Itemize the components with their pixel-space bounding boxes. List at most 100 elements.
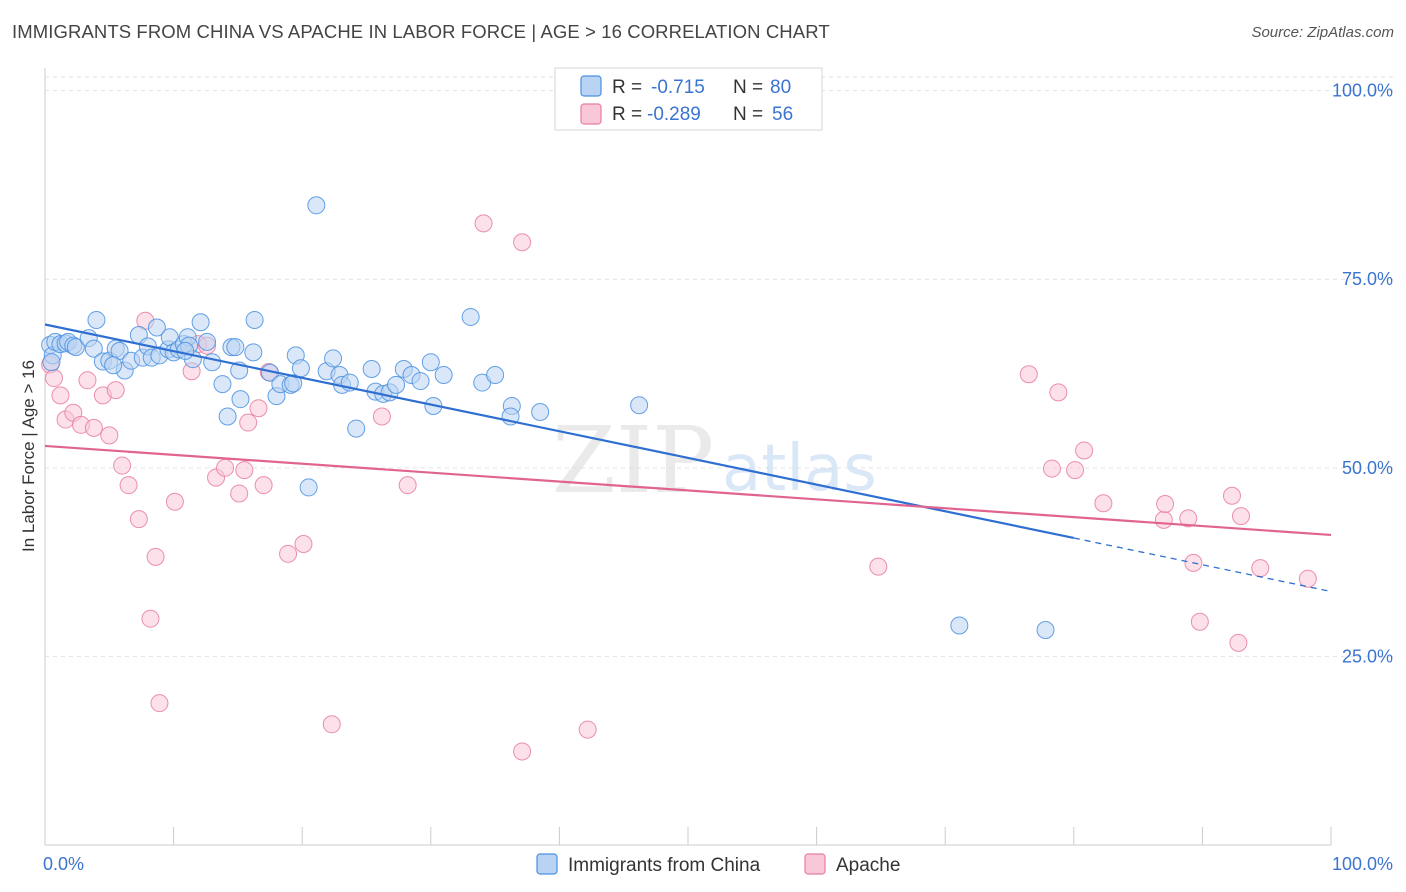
apache-data-point [1229, 633, 1248, 652]
apache-data-point [1075, 441, 1094, 460]
stats-n-value-apache: 56 [772, 104, 793, 125]
apache-data-point [1298, 569, 1317, 588]
apache-data-point [129, 510, 148, 529]
stats-r-value-china: -0.715 [651, 77, 705, 98]
apache-data-point [578, 720, 597, 739]
china-data-point [191, 313, 210, 332]
china-data-point [362, 359, 381, 378]
x-tick-label-max: 100.0% [1332, 854, 1393, 874]
apache-data-point [1179, 509, 1198, 528]
watermark-zip: ZIP [552, 407, 714, 514]
apache-data-point [230, 484, 249, 503]
china-data-point [213, 375, 232, 394]
china-data-point [387, 375, 406, 394]
apache-data-point [513, 233, 532, 252]
y-axis-tick-labels: 25.0% 50.0% 75.0% 100.0% [1332, 81, 1393, 667]
apache-trend-line [44, 444, 1332, 537]
bottom-legend: Immigrants from China Apache [536, 853, 900, 876]
china-data-point [203, 353, 222, 372]
apache-series-points [41, 214, 1317, 761]
china-data-point [434, 366, 453, 385]
china-data-point [244, 343, 263, 362]
y-tick-label: 25.0% [1342, 646, 1393, 666]
apache-data-point [322, 715, 341, 734]
china-data-point [950, 616, 969, 635]
china-data-point [176, 341, 195, 360]
china-data-point [198, 332, 217, 351]
stats-legend-swatch-apache [580, 103, 602, 125]
china-data-point [324, 349, 343, 368]
stats-legend-swatch-china [580, 75, 602, 97]
china-data-point [104, 356, 123, 375]
apache-data-point [279, 544, 298, 563]
apache-data-point [372, 407, 391, 426]
china-series-points [41, 196, 1055, 640]
china-data-point [231, 390, 250, 409]
y-tick-label: 75.0% [1342, 269, 1393, 289]
bottom-legend-label-apache: Apache [836, 855, 900, 876]
apache-data-point [216, 458, 235, 477]
apache-data-point [45, 369, 64, 388]
stats-n-value-china: 80 [770, 77, 791, 98]
bottom-legend-swatch-china [536, 853, 558, 875]
apache-data-point [100, 426, 119, 445]
apache-data-point [51, 386, 70, 405]
y-axis-title: In Labor Force | Age > 16 [19, 360, 38, 552]
apache-data-point [398, 476, 417, 495]
apache-data-point [1251, 559, 1270, 578]
china-data-point [291, 359, 310, 378]
y-tick-label: 50.0% [1342, 458, 1393, 478]
china-data-point [226, 338, 245, 357]
apache-data-point [1042, 459, 1061, 478]
source-credit: Source: ZipAtlas.com [1251, 24, 1394, 41]
stats-legend: R = -0.715 N = 80 R = -0.289 N = 56 [554, 67, 823, 131]
apache-data-point [1231, 507, 1250, 526]
apache-data-point [141, 609, 160, 628]
trend-lines [44, 323, 1332, 593]
china-trend-line [44, 323, 1075, 540]
china-data-point [630, 396, 649, 415]
apache-data-point [1066, 461, 1085, 480]
apache-data-point [119, 476, 138, 495]
y-tick-label: 100.0% [1332, 81, 1393, 101]
china-data-point [87, 310, 106, 329]
china-data-point [245, 310, 264, 329]
china-data-point [66, 338, 85, 357]
apache-data-point [294, 535, 313, 554]
apache-data-point [1156, 495, 1175, 514]
apache-data-point [249, 399, 268, 418]
china-data-point [42, 353, 61, 372]
china-data-point [1036, 621, 1055, 640]
china-data-point [218, 407, 237, 426]
china-data-point [299, 478, 318, 497]
apache-data-point [869, 557, 888, 576]
stats-n-label-china: N = [733, 77, 763, 98]
apache-data-point [150, 694, 169, 713]
stats-r-label-apache: R = [612, 104, 642, 125]
apache-data-point [165, 492, 184, 511]
china-data-point [411, 372, 430, 391]
china-data-point [421, 353, 440, 372]
apache-data-point [84, 418, 103, 437]
chart-title: IMMIGRANTS FROM CHINA VS APACHE IN LABOR… [12, 21, 830, 42]
stats-n-label-apache: N = [733, 104, 763, 125]
bottom-legend-swatch-apache [804, 853, 826, 875]
watermark: ZIP atlas [552, 407, 877, 514]
x-axis-ticks [44, 827, 1332, 845]
apache-data-point [78, 371, 97, 390]
china-data-point [84, 339, 103, 358]
stats-r-value-apache: -0.289 [647, 104, 701, 125]
apache-data-point [1019, 365, 1038, 384]
apache-data-point [1154, 510, 1173, 529]
apache-data-point [254, 476, 273, 495]
apache-data-point [1094, 494, 1113, 513]
apache-data-point [1222, 486, 1241, 505]
apache-data-point [235, 461, 254, 480]
stats-r-label-china: R = [612, 77, 642, 98]
apache-data-point [146, 547, 165, 566]
bottom-legend-label-china: Immigrants from China [568, 855, 761, 876]
china-data-point [147, 318, 166, 337]
china-data-point [347, 419, 366, 438]
china-data-point [531, 402, 550, 421]
